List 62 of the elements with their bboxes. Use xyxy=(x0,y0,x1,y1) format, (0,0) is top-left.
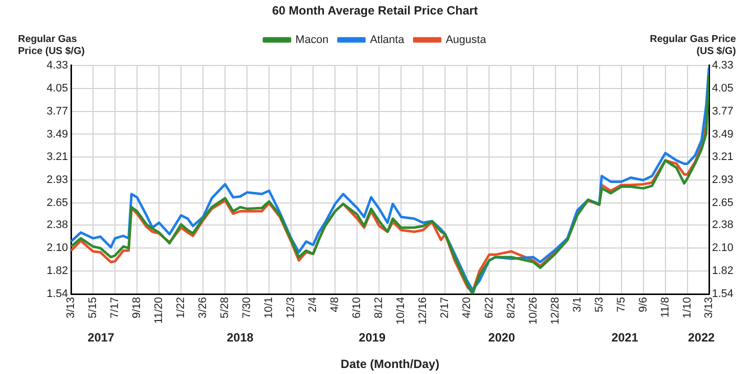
legend-label: Macon xyxy=(295,34,328,46)
x-tick-label: 3/13 xyxy=(65,297,78,318)
x-tick-label: 11/8 xyxy=(659,297,672,318)
x-tick-label: 7/17 xyxy=(109,297,122,318)
y2-axis-title: Regular Gas Price (US $/G) xyxy=(648,34,736,58)
y-tick-label: 2.10 xyxy=(46,242,68,254)
x-tick-label: 10/26 xyxy=(527,297,540,325)
y2-tick-label: 3.49 xyxy=(712,128,734,140)
x-tick-label: 11/20 xyxy=(153,297,166,324)
y-tick-label: 2.65 xyxy=(46,197,68,210)
x-tick-label: 3/26 xyxy=(197,297,210,318)
y2-tick-label: 3.77 xyxy=(712,105,734,118)
y-tick-label: 3.77 xyxy=(46,105,68,118)
x-tick-label: 6/22 xyxy=(483,297,496,318)
x-tick-label: 1/22 xyxy=(175,297,188,318)
y2-tick-label: 2.93 xyxy=(712,174,734,186)
x-tick-label: 7/5 xyxy=(615,297,628,312)
y2-tick-label: 1.82 xyxy=(712,265,734,278)
y2-tick-label: 2.38 xyxy=(712,219,734,232)
x-tick-label: 8/24 xyxy=(505,297,518,318)
y-tick-label: 4.33 xyxy=(46,59,68,72)
x-tick-label: 5/3 xyxy=(593,297,606,312)
x-tick-label: 4/8 xyxy=(329,297,342,312)
y-tick-label: 2.38 xyxy=(46,219,68,232)
text: 2021 xyxy=(611,330,638,344)
y2-tick-label: 2.65 xyxy=(712,197,734,210)
x-tick-label: 3/1 xyxy=(571,297,584,312)
text: 2019 xyxy=(358,330,386,344)
chart-title: 60 Month Average Retail Price Chart xyxy=(272,4,478,18)
y-tick-label: 3.21 xyxy=(46,151,68,164)
x-tick-label: 12/28 xyxy=(549,297,562,325)
y-axis-title: Regular Gas Price (US $/G) xyxy=(18,34,86,58)
y2-tick-label: 2.10 xyxy=(712,242,734,254)
y2-tick-label: 4.05 xyxy=(712,82,734,94)
y2-tick-label: 3.21 xyxy=(712,151,734,164)
x-tick-label: 12/16 xyxy=(417,297,430,325)
text: 2018 xyxy=(226,330,254,344)
x-tick-label: 2/4 xyxy=(307,297,320,312)
x-tick-label: 9/18 xyxy=(131,297,144,318)
x-tick-label: 9/6 xyxy=(637,297,650,312)
text: 2022 xyxy=(688,330,716,344)
text: 2017 xyxy=(88,330,115,344)
y-tick-label: 4.05 xyxy=(46,82,68,94)
x-axis-title: Date (Month/Day) xyxy=(340,357,440,372)
x-tick-label: 5/15 xyxy=(87,297,100,318)
x-tick-label: 7/30 xyxy=(241,297,254,318)
x-tick-label: 5/28 xyxy=(219,297,232,318)
x-tick-label: 8/12 xyxy=(373,297,386,318)
x-tick-label: 10/1 xyxy=(263,297,276,318)
text: 2020 xyxy=(488,330,516,344)
x-tick-label: 4/20 xyxy=(461,297,474,318)
y-tick-label: 1.82 xyxy=(46,265,68,278)
x-tick-label: 12/3 xyxy=(285,297,298,318)
y-tick-label: 3.49 xyxy=(46,128,68,140)
x-tick-label: 10/14 xyxy=(395,297,408,325)
legend-label: Atlanta xyxy=(370,34,406,46)
legend-label: Augusta xyxy=(446,34,487,46)
x-tick-label: 1/10 xyxy=(681,297,694,318)
y-tick-label: 2.93 xyxy=(46,174,68,186)
y2-tick-label: 4.33 xyxy=(712,59,734,72)
x-tick-label: 2/17 xyxy=(439,297,452,318)
x-tick-label: 6/10 xyxy=(351,297,364,318)
